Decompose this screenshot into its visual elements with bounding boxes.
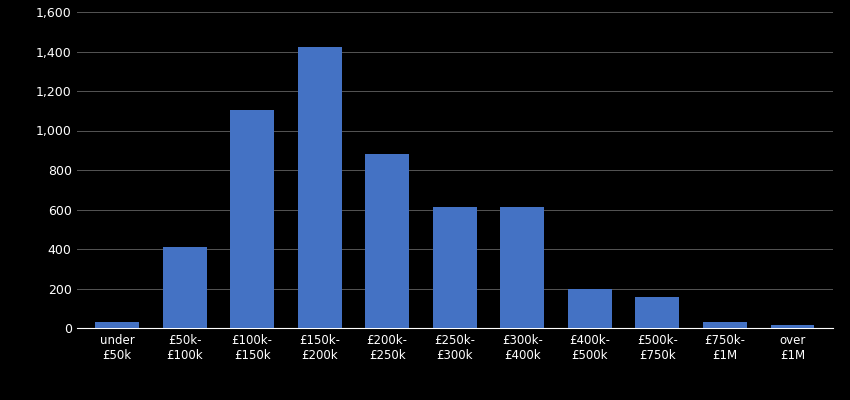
- Bar: [298, 46, 342, 328]
- Bar: [230, 110, 274, 328]
- Bar: [162, 247, 207, 328]
- Bar: [366, 154, 409, 328]
- Bar: [770, 325, 814, 328]
- Bar: [95, 322, 139, 328]
- Bar: [501, 206, 544, 328]
- Bar: [636, 297, 679, 328]
- Bar: [433, 206, 477, 328]
- Bar: [568, 290, 612, 328]
- Bar: [703, 322, 747, 328]
